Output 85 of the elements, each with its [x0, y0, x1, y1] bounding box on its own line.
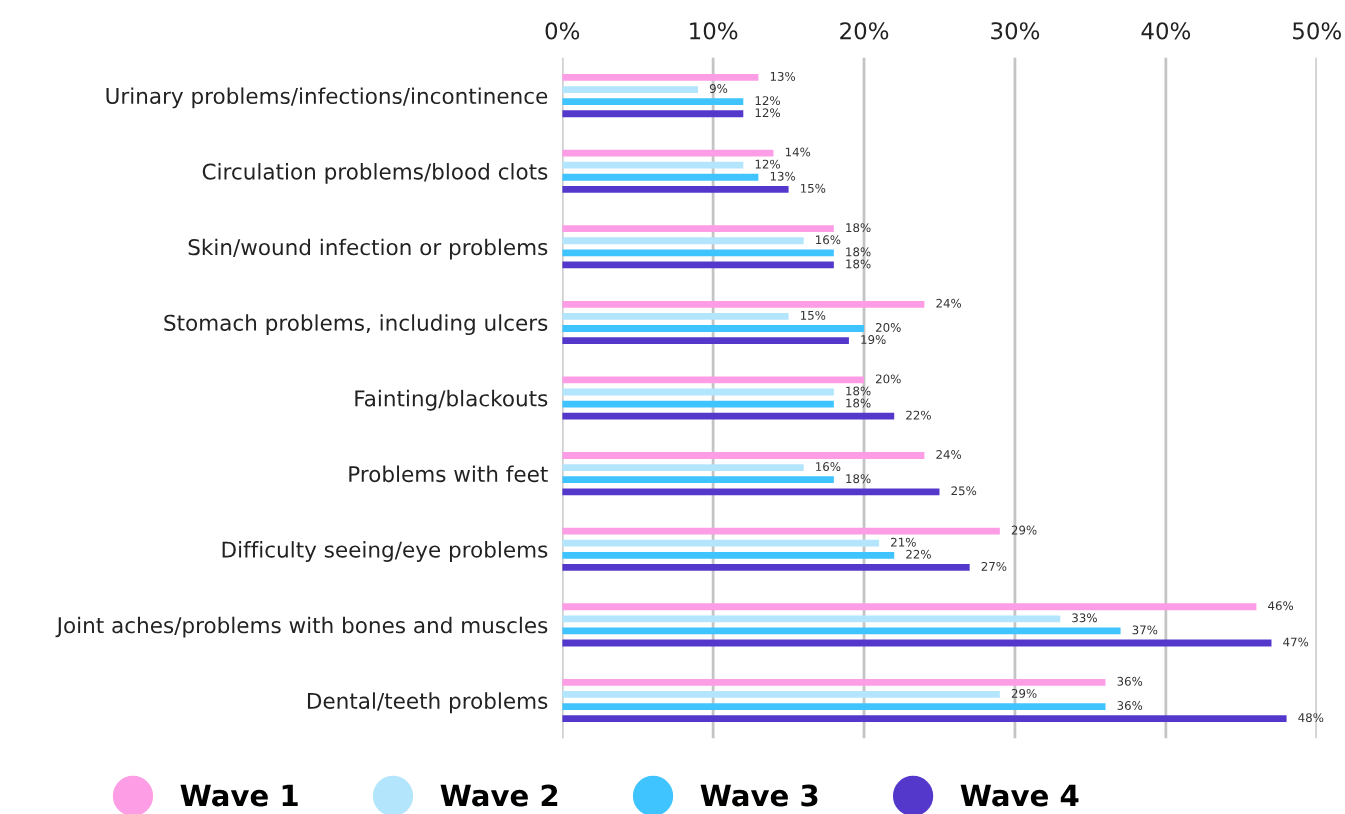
x-tick-label: 10%: [690, 22, 738, 40]
data-label: 47%: [1283, 637, 1309, 647]
bar: [562, 678, 1106, 686]
x-tick-label: 20%: [840, 22, 889, 40]
bar: [562, 110, 744, 118]
legend-label: Wave 2: [440, 784, 558, 807]
data-label: 37%: [1132, 625, 1158, 635]
y-tick-label: Dental/teeth problems: [307, 692, 548, 714]
bar: [562, 325, 865, 332]
legend-label: Wave 1: [180, 784, 298, 807]
bar: [562, 161, 744, 169]
y-tick-label: Skin/wound infection or problems: [188, 238, 548, 260]
bar: [562, 185, 789, 193]
y-tick-label: Problems with feet: [349, 465, 548, 483]
bar: [562, 691, 1000, 698]
data-label: 14%: [785, 147, 811, 157]
x-tick-label: 40%: [1141, 22, 1191, 40]
bar: [562, 74, 759, 81]
x-tick-label: 50%: [1293, 22, 1341, 40]
data-label: 16%: [816, 235, 841, 245]
data-label: 20%: [876, 374, 901, 384]
bar: [562, 527, 1000, 535]
data-label: 22%: [906, 410, 931, 420]
data-label: 48%: [1298, 713, 1324, 723]
data-label: 19%: [861, 335, 886, 345]
bar: [562, 551, 895, 559]
legend-label: Wave 4: [960, 784, 1079, 807]
data-label: 15%: [800, 310, 826, 320]
data-label: 22%: [906, 549, 931, 559]
data-label: 15%: [800, 183, 826, 193]
bar: [562, 412, 895, 420]
data-label: 13%: [770, 171, 796, 181]
data-label: 25%: [951, 486, 977, 496]
y-tick-label: Joint aches/problems with bones and muscles: [55, 616, 548, 638]
data-label: 18%: [846, 247, 871, 257]
bar: [562, 703, 1106, 710]
data-label: 29%: [1011, 688, 1037, 698]
data-label: 12%: [755, 159, 780, 169]
data-label: 18%: [846, 223, 871, 233]
bar: [562, 173, 759, 181]
data-label: 21%: [891, 537, 916, 547]
x-tick-label: 0%: [545, 22, 580, 40]
bar: [562, 225, 834, 233]
bar: [562, 464, 804, 472]
bar: [562, 564, 970, 571]
data-label: 9%: [709, 84, 728, 93]
bar: [562, 337, 849, 344]
bar: [562, 86, 699, 93]
bar: [562, 452, 925, 459]
data-label: 33%: [1072, 613, 1097, 623]
bar: [562, 249, 834, 257]
data-label: 46%: [1268, 601, 1294, 611]
data-label: 29%: [1011, 525, 1037, 535]
data-label: 36%: [1117, 701, 1143, 710]
data-label: 12%: [755, 96, 780, 106]
data-label: 20%: [876, 322, 901, 332]
bar: [562, 98, 744, 106]
data-label: 18%: [846, 474, 871, 484]
x-tick-label: 30%: [991, 22, 1040, 40]
data-label: 24%: [936, 450, 962, 459]
y-tick-label: Difficulty seeing/eye problems: [222, 541, 548, 562]
bar: [562, 615, 1061, 623]
bar: [562, 376, 865, 384]
y-tick-label: Circulation problems/blood clots: [202, 163, 548, 184]
data-label: 36%: [1117, 676, 1143, 686]
bar: [562, 312, 789, 320]
bar: [562, 488, 940, 496]
data-label: 27%: [981, 561, 1007, 571]
bar: [562, 603, 1257, 611]
data-label: 24%: [936, 298, 962, 308]
data-label: 13%: [770, 71, 796, 81]
bar: [562, 715, 1287, 723]
data-label: 18%: [846, 398, 871, 408]
data-label: 12%: [755, 108, 780, 118]
data-label: 18%: [846, 386, 871, 396]
bar: [562, 237, 804, 245]
y-tick-label: Stomach problems, including ulcers: [164, 314, 548, 336]
y-tick-label: Fainting/blackouts: [355, 389, 548, 411]
bar: [562, 300, 925, 308]
data-label: 16%: [816, 462, 841, 472]
bar: [562, 476, 834, 484]
y-tick-label: Urinary problems/infections/incontinence: [106, 87, 548, 109]
legend-label: Wave 3: [700, 784, 818, 807]
bar: [562, 539, 880, 547]
data-label: 18%: [846, 259, 871, 269]
